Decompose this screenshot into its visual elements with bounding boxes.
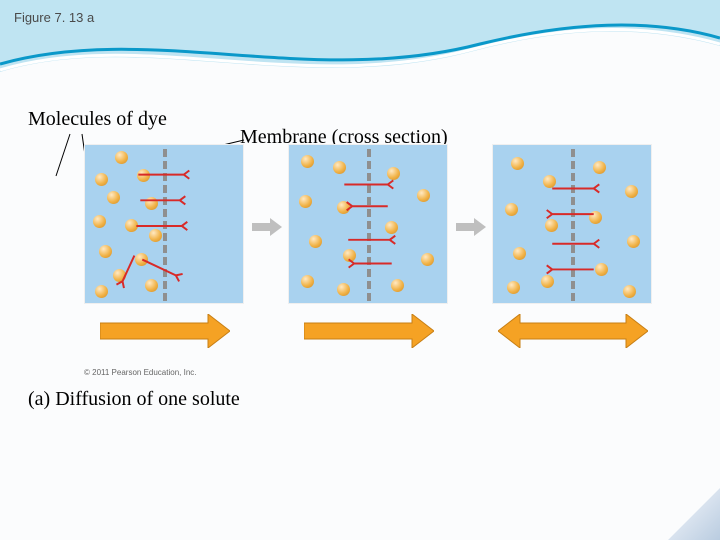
net-diffusion-arrow [100,314,230,348]
diffusion-panel [84,144,244,304]
net-diffusion-arrow [304,314,434,348]
diffusion-diagram [84,144,684,354]
diffusion-panel [288,144,448,304]
motion-arrows [85,145,243,303]
equilibrium-arrow [498,314,648,348]
transition-arrow-icon [456,218,486,236]
copyright-text: © 2011 Pearson Education, Inc. [84,368,196,377]
figure-label: Figure 7. 13 a [14,10,94,25]
transition-arrow-icon [252,218,282,236]
label-molecules-of-dye: Molecules of dye [28,108,167,131]
caption: (a) Diffusion of one solute [28,388,240,411]
diffusion-panel [492,144,652,304]
motion-arrows [493,145,651,303]
motion-arrows [289,145,447,303]
